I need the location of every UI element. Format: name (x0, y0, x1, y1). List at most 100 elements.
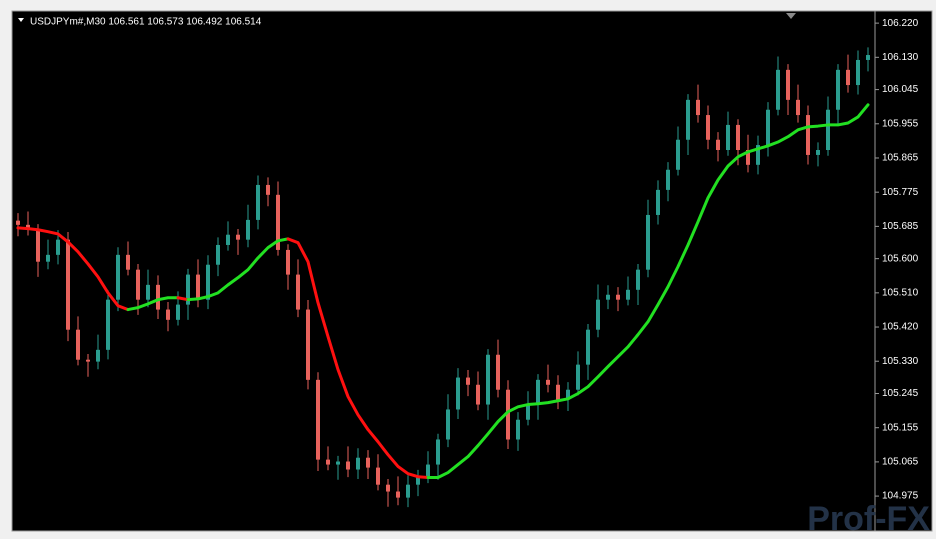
candle-body (836, 69, 840, 110)
candle-body (276, 194, 280, 250)
moving-average (426, 103, 870, 479)
candle-body (226, 234, 230, 245)
candle-body (266, 184, 270, 195)
y-tick-label: 105.775 (882, 187, 919, 198)
candle-body (376, 467, 380, 485)
menu-triangle (18, 18, 24, 22)
candle-body (346, 461, 350, 470)
candle-body (756, 145, 760, 165)
moving-average (286, 237, 430, 479)
candle-body (136, 269, 140, 300)
y-tick-label: 105.865 (882, 153, 919, 164)
candle-body (456, 377, 460, 410)
candle-body (296, 274, 300, 310)
candle-body (196, 274, 200, 300)
moving-average (186, 237, 290, 302)
candle-body (366, 457, 370, 468)
candle-body (246, 219, 250, 240)
candle-body (486, 354, 490, 405)
candle-body (726, 124, 730, 151)
candle-body (436, 439, 440, 465)
candle-body (696, 99, 700, 116)
candle-body (536, 379, 540, 405)
y-tick-label: 105.330 (882, 356, 919, 367)
candle-body (766, 109, 770, 146)
candle-body (616, 294, 620, 300)
candle-body (626, 289, 630, 300)
candle-body (86, 359, 90, 362)
candle-body (256, 184, 260, 220)
candle-body (786, 69, 790, 100)
y-tick-label: 105.510 (882, 287, 919, 298)
watermark: Prof-FX (807, 500, 930, 538)
candle-body (306, 309, 310, 380)
candle-body (316, 379, 320, 460)
candle-body (736, 124, 740, 151)
candle-body (16, 220, 20, 225)
candle-body (656, 189, 660, 215)
candle-body (286, 249, 290, 275)
candle-body (216, 244, 220, 265)
candle-body (646, 214, 650, 270)
candle-body (496, 354, 500, 390)
y-tick-label: 105.245 (882, 388, 919, 399)
chart-title: USDJPYm#,M30 106.561 106.573 106.492 106… (30, 17, 262, 28)
candle-body (176, 304, 180, 320)
candle-body (356, 457, 360, 470)
candle-body (506, 389, 510, 440)
y-tick-label: 105.685 (882, 221, 919, 232)
y-tick-label: 106.220 (882, 18, 919, 29)
candle-body (686, 99, 690, 140)
candle-body (476, 384, 480, 405)
candle-body (386, 484, 390, 492)
candle-body (236, 234, 240, 240)
moving-average (126, 296, 180, 312)
candle-body (856, 59, 860, 86)
candle-body (516, 419, 520, 440)
candle-body (156, 284, 160, 310)
candle-body (336, 461, 340, 465)
candle-body (606, 294, 610, 300)
candle-body (546, 379, 550, 385)
candle-body (796, 99, 800, 116)
y-tick-label: 105.155 (882, 422, 919, 433)
candle-body (36, 229, 40, 262)
candle-body (576, 364, 580, 390)
candle-body (146, 284, 150, 300)
candle-body (816, 150, 820, 155)
y-tick-label: 106.045 (882, 84, 919, 95)
candle-body (596, 299, 600, 330)
y-tick-label: 105.420 (882, 322, 919, 333)
candle-body (466, 377, 470, 385)
candle-body (96, 349, 100, 362)
y-tick-label: 105.600 (882, 253, 919, 264)
candle-body (716, 139, 720, 151)
candle-body (776, 69, 780, 110)
candle-body (426, 464, 430, 478)
moving-average (16, 226, 130, 312)
candle-body (586, 329, 590, 365)
y-tick-label: 105.065 (882, 457, 919, 468)
y-tick-label: 105.955 (882, 118, 919, 129)
candle-body (66, 239, 70, 330)
candle-body (866, 55, 870, 60)
candle-body (556, 384, 560, 400)
candle-body (666, 169, 670, 190)
candle-body (706, 115, 710, 140)
candle-body (76, 329, 80, 360)
candle-body (46, 254, 50, 262)
candle-body (826, 109, 830, 151)
moving-average (176, 296, 190, 302)
candle-body (126, 254, 130, 270)
candle-body (166, 309, 170, 320)
y-tick-label: 106.130 (882, 52, 919, 63)
shift-marker (786, 13, 796, 19)
candle-body (56, 239, 60, 255)
candle-body (396, 491, 400, 498)
plot-area (16, 47, 870, 508)
candle-body (106, 299, 110, 350)
candle-body (846, 69, 850, 86)
candle-body (446, 409, 450, 440)
